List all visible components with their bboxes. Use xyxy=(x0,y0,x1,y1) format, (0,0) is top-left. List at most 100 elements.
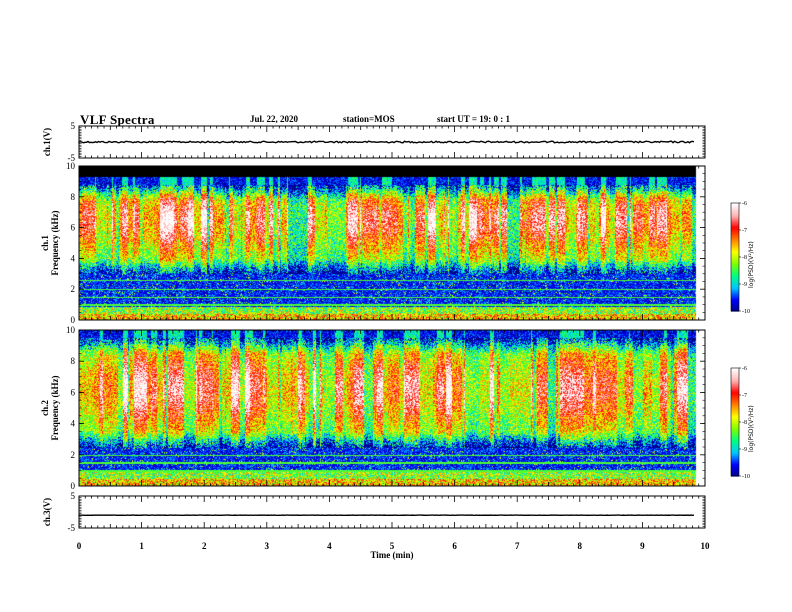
y-tick-label: 2 xyxy=(71,284,76,294)
colorbar-segment xyxy=(731,215,739,218)
colorbar-segment xyxy=(731,276,739,280)
colorbar-segment xyxy=(731,204,739,208)
y-axis-label: Frequency (kHz) xyxy=(50,375,60,440)
y-axis-label: Frequency (kHz) xyxy=(50,210,60,275)
colorbar-segment xyxy=(731,273,739,276)
colorbar-segment xyxy=(731,414,739,418)
y-tick-label: 5 xyxy=(71,491,76,501)
figure-title: VLF Spectra xyxy=(80,112,155,127)
colorbar-segment xyxy=(731,382,739,385)
colorbar-tick-label: -9 xyxy=(742,447,747,453)
colorbar-segment xyxy=(731,280,739,283)
y-tick-label: 0 xyxy=(71,315,76,325)
waveform-trace xyxy=(78,140,695,144)
colorbar-segment xyxy=(731,249,739,253)
colorbar-segment xyxy=(731,474,739,477)
colorbar-segment xyxy=(731,427,739,430)
colorbar-segment xyxy=(731,398,739,401)
colorbar-segment xyxy=(731,217,739,220)
colorbar-tick-label: -8 xyxy=(742,255,747,261)
colorbar-segment xyxy=(731,237,739,240)
y-axis-label: ch.2 xyxy=(40,400,50,416)
colorbar-segment xyxy=(731,231,739,235)
colorbar-segment xyxy=(731,269,739,272)
colorbar-segment xyxy=(731,411,739,414)
colorbar-segment xyxy=(731,395,739,398)
colorbar-segment xyxy=(731,431,739,434)
colorbar-segment xyxy=(731,212,739,215)
colorbar-segment xyxy=(731,418,739,421)
x-tick-label: 3 xyxy=(265,541,270,551)
x-tick-label: 9 xyxy=(640,541,645,551)
colorbar-segment xyxy=(731,371,739,374)
colorbar-segment xyxy=(731,378,739,382)
colorbar-segment xyxy=(731,239,739,242)
ch1-colorbar-label: log(PSD)(V²/Hz) xyxy=(748,241,755,288)
colorbar-segment xyxy=(731,470,739,473)
colorbar-segment xyxy=(731,404,739,407)
colorbar-segment xyxy=(731,219,739,222)
colorbar-segment xyxy=(731,407,739,410)
colorbar-segment xyxy=(731,305,739,308)
colorbar-segment xyxy=(731,224,739,227)
y-tick-label: 0 xyxy=(71,481,76,491)
y-tick-label: 6 xyxy=(71,387,76,397)
colorbar-segment xyxy=(731,380,739,383)
colorbar-segment xyxy=(731,423,739,427)
colorbar-segment xyxy=(731,393,739,396)
colorbar-segment xyxy=(731,210,739,213)
colorbar-segment xyxy=(731,222,739,226)
colorbar-segment xyxy=(731,246,739,249)
colorbar-segment xyxy=(731,472,739,475)
colorbar-segment xyxy=(731,240,739,244)
colorbar-segment xyxy=(731,213,739,217)
ch1-spectrogram-panel: 0 2 4 6 8 10 ch.1 Frequency (kHz) xyxy=(40,161,706,325)
y-tick-label: 4 xyxy=(71,419,76,429)
ch2-spectrogram-panel: 0 2 4 6 8 10 ch.2 Frequency (kHz) xyxy=(40,325,706,491)
colorbar-segment xyxy=(731,287,739,290)
colorbar-segment xyxy=(731,454,739,457)
colorbar-segment xyxy=(731,262,739,265)
colorbar-segment xyxy=(731,461,739,464)
colorbar-segment xyxy=(731,416,739,419)
colorbar-segment xyxy=(731,438,739,441)
colorbar-segment xyxy=(731,302,739,305)
colorbar-segment xyxy=(731,242,739,245)
colorbar-segment xyxy=(731,208,739,211)
colorbar-segment xyxy=(731,400,739,403)
colorbar-segment xyxy=(731,449,739,452)
colorbar-segment xyxy=(731,307,739,310)
x-tick-label: 1 xyxy=(139,541,144,551)
colorbar-segment xyxy=(731,309,739,312)
y-axis-label: ch.1 xyxy=(40,235,50,251)
colorbar-segment xyxy=(731,289,739,292)
x-tick-label: 6 xyxy=(452,541,457,551)
colorbar-segment xyxy=(731,432,739,436)
y-tick-label: 5 xyxy=(71,121,76,131)
y-axis-label: ch.1(V) xyxy=(42,128,52,156)
ch1-waveform-panel: 5 -5 ch.1(V) xyxy=(42,121,706,163)
colorbar-segment xyxy=(731,434,739,437)
x-tick-label: 4 xyxy=(327,541,332,551)
colorbar-segment xyxy=(731,450,739,454)
colorbar-segment xyxy=(731,278,739,281)
colorbar-segment xyxy=(731,447,739,450)
colorbar-segment xyxy=(731,413,739,416)
colorbar-segment xyxy=(731,465,739,468)
colorbar-tick-label: -8 xyxy=(742,420,747,426)
colorbar-segment xyxy=(731,284,739,287)
spectrogram-image xyxy=(79,166,705,320)
y-axis-label: ch.3(V) xyxy=(42,498,52,526)
colorbar-segment xyxy=(731,456,739,459)
x-tick-label: 10 xyxy=(701,541,711,551)
colorbar-segment xyxy=(731,429,739,432)
date-label: Jul. 22, 2020 xyxy=(250,114,299,124)
colorbar-segment xyxy=(731,296,739,299)
spectrogram-image xyxy=(79,330,705,486)
colorbar-segment xyxy=(731,221,739,224)
y-tick-label: 10 xyxy=(66,325,76,335)
colorbar-segment xyxy=(731,266,739,269)
colorbar-segment xyxy=(731,294,739,298)
colorbar-segment xyxy=(731,458,739,461)
